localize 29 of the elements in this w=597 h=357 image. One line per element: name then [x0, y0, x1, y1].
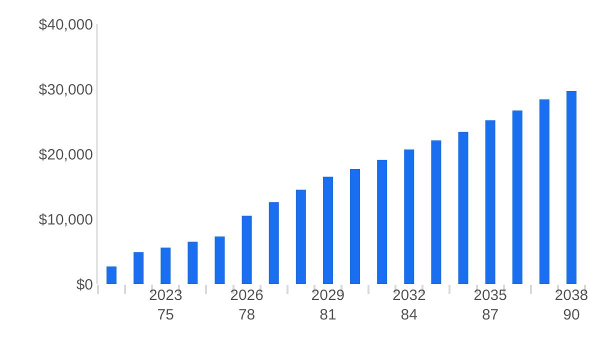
x-tick-label: 2032 84 — [392, 287, 426, 324]
bar — [377, 160, 388, 284]
bar — [214, 236, 225, 284]
bar — [242, 216, 252, 284]
x-tick-label: 2023 75 — [148, 287, 182, 324]
y-tick-label: $0 — [76, 276, 93, 294]
bar — [268, 202, 279, 284]
x-tick-label: 2026 78 — [230, 287, 264, 324]
bar — [296, 190, 306, 284]
bar — [350, 168, 360, 284]
y-tick-label: $40,000 — [38, 16, 93, 34]
bar — [512, 110, 522, 284]
x-tick-label: 2029 81 — [311, 287, 345, 324]
x-tick-label: 2038 90 — [554, 287, 588, 324]
bar — [106, 266, 117, 284]
bar — [188, 242, 198, 284]
bar — [539, 99, 550, 284]
bar — [485, 120, 496, 284]
bar — [431, 140, 442, 284]
y-tick-label: $10,000 — [38, 211, 93, 228]
x-tick-label: 2035 87 — [474, 287, 507, 324]
bar — [404, 149, 414, 284]
y-tick-label: $30,000 — [38, 81, 93, 98]
bar — [458, 132, 468, 284]
bar — [322, 176, 333, 284]
y-tick-label: $20,000 — [38, 146, 93, 164]
bar — [134, 252, 144, 284]
bar — [566, 90, 576, 284]
bar — [160, 248, 171, 284]
